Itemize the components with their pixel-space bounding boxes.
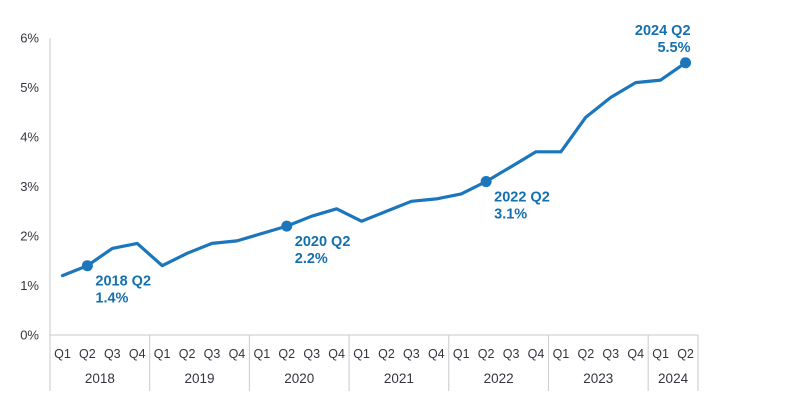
- annotation-quarter-label: 2018 Q2: [95, 274, 151, 290]
- annotation-quarter-label: 2020 Q2: [295, 234, 351, 250]
- data-point-marker: [480, 176, 492, 188]
- quarter-label: Q3: [602, 347, 619, 361]
- y-tick-label: 3%: [20, 179, 39, 194]
- data-line: [60, 61, 688, 278]
- quarter-label: Q4: [627, 347, 644, 361]
- quarter-label: Q1: [54, 347, 71, 361]
- quarter-label: Q3: [503, 347, 520, 361]
- quarter-label: Q1: [553, 347, 570, 361]
- quarter-label: Q2: [478, 347, 495, 361]
- year-label: 2018: [85, 371, 115, 386]
- quarter-label: Q4: [328, 347, 345, 361]
- data-point-marker: [281, 220, 293, 232]
- quarter-label: Q2: [677, 347, 694, 361]
- year-label: 2021: [384, 371, 414, 386]
- y-tick-label: 5%: [20, 80, 39, 95]
- annotation-value-label: 1.4%: [95, 291, 128, 307]
- quarter-label: Q3: [403, 347, 420, 361]
- year-label: 2023: [583, 371, 613, 386]
- quarter-label: Q4: [528, 347, 545, 361]
- data-point-marker: [81, 260, 93, 272]
- quarter-label: Q2: [578, 347, 595, 361]
- annotation-value-label: 3.1%: [494, 207, 527, 223]
- annotation-quarter-label: 2022 Q2: [494, 190, 550, 206]
- y-tick-label: 1%: [20, 278, 39, 293]
- quarter-label: Q2: [378, 347, 395, 361]
- quarter-label: Q1: [254, 347, 271, 361]
- quarter-label: Q3: [303, 347, 320, 361]
- quarter-label: Q2: [179, 347, 196, 361]
- annotation-value-label: 5.5%: [657, 40, 690, 56]
- year-label: 2022: [484, 371, 514, 386]
- quarter-label: Q3: [104, 347, 121, 361]
- quarter-label: Q1: [154, 347, 171, 361]
- y-tick-label: 6%: [20, 31, 39, 46]
- quarter-label: Q4: [428, 347, 445, 361]
- quarter-label: Q1: [453, 347, 470, 361]
- quarter-label: Q1: [353, 347, 370, 361]
- year-label: 2024: [658, 371, 689, 386]
- quarter-label: Q4: [129, 347, 146, 361]
- year-label: 2019: [185, 371, 215, 386]
- quarter-label: Q3: [204, 347, 221, 361]
- year-label: 2020: [284, 371, 314, 386]
- quarter-label: Q4: [229, 347, 246, 361]
- annotation-value-label: 2.2%: [295, 251, 328, 267]
- y-tick-label: 0%: [20, 328, 39, 343]
- data-point-marker: [680, 57, 692, 69]
- y-tick-label: 2%: [20, 229, 39, 244]
- y-tick-label: 4%: [20, 130, 39, 145]
- annotation-quarter-label: 2024 Q2: [635, 23, 691, 39]
- quarter-label: Q2: [79, 347, 96, 361]
- quarter-label: Q1: [652, 347, 669, 361]
- quarter-label: Q2: [278, 347, 295, 361]
